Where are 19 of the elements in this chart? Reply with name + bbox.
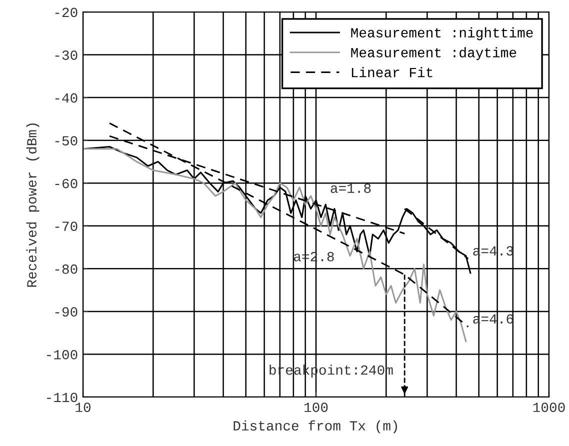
y-tick-label: -50	[55, 136, 78, 146]
x-tick-label: 1000	[533, 402, 565, 412]
y-tick-label: -100	[47, 350, 78, 360]
y-tick-label: -20	[55, 8, 78, 18]
y-axis-title: Received power (dBm)	[26, 123, 40, 287]
y-tick-label: -90	[55, 307, 78, 317]
legend-label: Linear Fit	[352, 67, 432, 78]
x-axis-title: Distance from Tx (m)	[234, 420, 398, 434]
legend-label: Measurement :daytime	[351, 47, 516, 60]
y-tick-label: -60	[55, 178, 78, 188]
x-tick-label: 10	[76, 402, 90, 412]
x-tick-label: 100	[304, 402, 328, 412]
y-tick-label: -80	[55, 264, 78, 274]
annotation: a=1.8	[330, 184, 371, 193]
y-tick-label: -40	[55, 93, 78, 103]
y-tick-label: -30	[55, 50, 78, 60]
legend-label: Measurement :nighttime	[351, 27, 533, 40]
y-tick-label: -110	[47, 392, 78, 402]
y-tick-label: -70	[55, 222, 78, 232]
